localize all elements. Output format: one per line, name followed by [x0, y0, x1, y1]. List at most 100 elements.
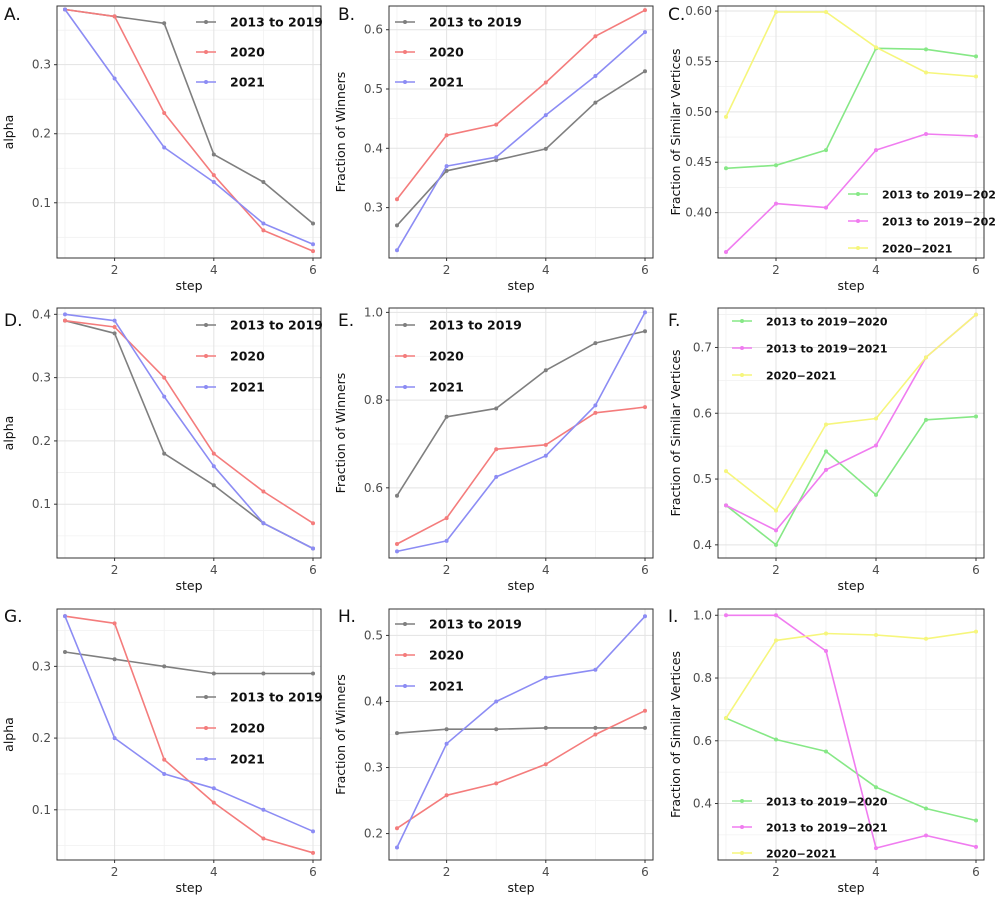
- legend-label: 2021: [230, 75, 265, 90]
- data-point: [593, 410, 598, 415]
- legend-label: 2020: [429, 45, 464, 60]
- data-point: [444, 133, 449, 138]
- series-line: [64, 615, 314, 854]
- y-tick-label: 0.7: [693, 340, 712, 354]
- y-tick-label: 0.2: [32, 731, 51, 745]
- series-line: [396, 330, 646, 497]
- data-point: [395, 549, 399, 554]
- data-point: [395, 845, 399, 850]
- data-point: [593, 341, 598, 346]
- data-point: [724, 166, 728, 171]
- data-point: [824, 422, 828, 427]
- series-line: [396, 31, 646, 251]
- x-tick-label: 6: [972, 263, 980, 277]
- data-point: [261, 521, 266, 526]
- plot-frame: [56, 5, 322, 259]
- chart-panel-b: 2 4 6 0.3 0.4 0.5 0.6 step Fraction of Winners B.…: [333, 5, 654, 293]
- legend-key-point: [740, 799, 744, 803]
- y-tick-label: 0.4: [364, 694, 383, 708]
- x-tick-label: 4: [210, 865, 218, 879]
- plot-frame: [717, 608, 985, 861]
- chart-panel-h: 2 4 6 0.2 0.3 0.4 0.5 step Fraction of Winners H.…: [333, 607, 654, 895]
- x-tick-label: 4: [872, 865, 880, 879]
- data-point: [311, 521, 315, 526]
- chart-panel-e: 2 4 6 0.6 0.8 1.0 step Fraction of Winners E. 201…: [333, 305, 654, 593]
- legend-label: 2013 to 2019: [230, 690, 323, 705]
- panel-letter: H.: [338, 607, 356, 627]
- data-point: [494, 447, 499, 452]
- x-axis-title: step: [507, 578, 534, 593]
- y-axis-title: Fraction of Similar Vertices: [668, 349, 683, 516]
- x-tick-label: 6: [309, 865, 317, 879]
- y-tick-label: 0.8: [693, 671, 712, 685]
- data-point: [112, 14, 117, 19]
- data-point: [643, 8, 647, 13]
- series-line: [725, 47, 977, 170]
- data-point: [774, 508, 778, 513]
- legend-key-point: [204, 20, 208, 24]
- x-tick-label: 2: [111, 865, 119, 879]
- data-point: [543, 675, 548, 680]
- data-point: [774, 528, 778, 533]
- data-point: [63, 312, 67, 317]
- data-point: [311, 221, 315, 226]
- legend-label: 2013 to 2019−2020: [766, 316, 888, 329]
- legend-key-point: [740, 373, 744, 377]
- data-point: [112, 76, 117, 81]
- data-point: [543, 725, 548, 730]
- data-point: [824, 749, 828, 754]
- y-axis-title: Fraction of Winners: [333, 674, 348, 795]
- legend-key-point: [403, 323, 407, 327]
- legend: 2013 to 2019−2020 2013 to 2019−2021 2020−2…: [732, 796, 888, 861]
- series-line: [725, 313, 977, 512]
- legend-label: 2020: [230, 45, 265, 60]
- data-point: [162, 664, 167, 669]
- data-point: [874, 45, 878, 50]
- data-point: [724, 114, 728, 119]
- x-tick-label: 6: [641, 865, 649, 879]
- chart-panel-i: 2 4 6 0.4 0.6 0.8 1.0 step Fraction of Similar V…: [668, 607, 985, 895]
- data-point: [311, 671, 315, 676]
- legend-label: 2020: [230, 349, 265, 364]
- legend-label: 2021: [429, 75, 464, 90]
- data-point: [774, 163, 778, 168]
- data-point: [395, 197, 399, 202]
- series-line: [396, 312, 646, 553]
- data-point: [494, 781, 499, 786]
- legend-key-point: [403, 20, 407, 24]
- y-tick-label: 0.1: [32, 497, 51, 511]
- y-tick-label: 0.3: [364, 201, 383, 215]
- data-point: [874, 148, 878, 153]
- data-point: [211, 451, 216, 456]
- data-point: [494, 122, 499, 127]
- y-tick-label: 0.3: [32, 371, 51, 385]
- legend-key-point: [403, 622, 407, 626]
- data-point: [211, 464, 216, 469]
- data-point: [261, 489, 266, 494]
- x-axis-title: step: [175, 880, 202, 895]
- plot-frame: [717, 5, 985, 259]
- y-tick-label: 0.5: [364, 82, 383, 96]
- data-point: [874, 785, 878, 790]
- data-point: [924, 47, 928, 52]
- data-point: [63, 318, 67, 323]
- data-point: [444, 793, 449, 798]
- x-tick-label: 4: [210, 563, 218, 577]
- data-point: [162, 394, 167, 399]
- legend-key-point: [403, 385, 407, 389]
- data-point: [494, 158, 499, 163]
- data-point: [774, 737, 778, 742]
- data-point: [261, 807, 266, 812]
- x-tick-label: 4: [872, 263, 880, 277]
- y-tick-label: 0.40: [685, 206, 712, 220]
- legend-label: 2013 to 2019: [429, 15, 522, 30]
- plot-frame: [388, 608, 654, 861]
- data-point: [974, 818, 978, 823]
- data-point: [162, 145, 167, 150]
- data-point: [261, 836, 266, 841]
- data-point: [395, 248, 399, 253]
- data-point: [593, 73, 598, 78]
- legend-key-point: [403, 80, 407, 84]
- series-line: [396, 406, 646, 545]
